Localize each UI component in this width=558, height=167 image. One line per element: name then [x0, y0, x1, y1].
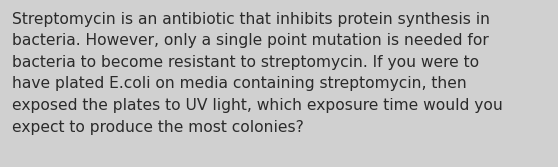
Text: Streptomycin is an antibiotic that inhibits protein synthesis in
bacteria. Howev: Streptomycin is an antibiotic that inhib… [12, 12, 503, 135]
